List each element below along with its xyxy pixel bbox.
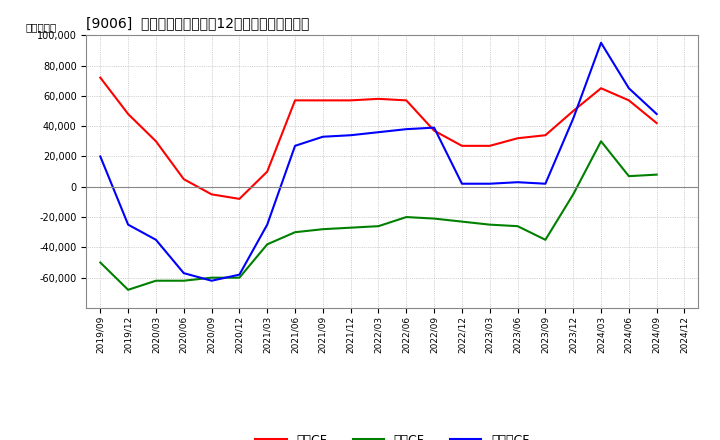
営業CF bbox=[402, 98, 410, 103]
投資CF bbox=[374, 224, 383, 229]
フリーCF bbox=[96, 154, 104, 159]
営業CF bbox=[569, 108, 577, 114]
投資CF bbox=[402, 214, 410, 220]
投資CF bbox=[291, 230, 300, 235]
フリーCF bbox=[485, 181, 494, 187]
投資CF bbox=[318, 227, 327, 232]
営業CF bbox=[207, 192, 216, 197]
営業CF bbox=[235, 196, 243, 202]
Text: [9006]  キャッシュフローの12か月移動合計の推移: [9006] キャッシュフローの12か月移動合計の推移 bbox=[86, 16, 310, 30]
投資CF bbox=[652, 172, 661, 177]
投資CF bbox=[346, 225, 355, 230]
営業CF bbox=[485, 143, 494, 148]
フリーCF bbox=[624, 86, 633, 91]
投資CF bbox=[152, 278, 161, 283]
Line: フリーCF: フリーCF bbox=[100, 43, 657, 281]
フリーCF bbox=[541, 181, 550, 187]
営業CF bbox=[597, 86, 606, 91]
フリーCF bbox=[597, 40, 606, 45]
フリーCF bbox=[291, 143, 300, 148]
Y-axis label: （百万円）: （百万円） bbox=[25, 22, 56, 33]
営業CF bbox=[624, 98, 633, 103]
営業CF bbox=[541, 132, 550, 138]
営業CF bbox=[346, 98, 355, 103]
営業CF bbox=[430, 128, 438, 133]
投資CF bbox=[458, 219, 467, 224]
投資CF bbox=[513, 224, 522, 229]
フリーCF bbox=[513, 180, 522, 185]
Line: 投資CF: 投資CF bbox=[100, 141, 657, 290]
営業CF bbox=[374, 96, 383, 102]
営業CF bbox=[152, 139, 161, 144]
営業CF bbox=[179, 176, 188, 182]
営業CF bbox=[652, 121, 661, 126]
営業CF bbox=[513, 136, 522, 141]
投資CF bbox=[124, 287, 132, 293]
投資CF bbox=[263, 242, 271, 247]
フリーCF bbox=[346, 132, 355, 138]
営業CF bbox=[291, 98, 300, 103]
フリーCF bbox=[263, 222, 271, 227]
投資CF bbox=[541, 237, 550, 242]
営業CF bbox=[458, 143, 467, 148]
フリーCF bbox=[207, 278, 216, 283]
投資CF bbox=[235, 275, 243, 280]
フリーCF bbox=[458, 181, 467, 187]
フリーCF bbox=[235, 272, 243, 277]
営業CF bbox=[263, 169, 271, 174]
投資CF bbox=[485, 222, 494, 227]
フリーCF bbox=[430, 125, 438, 130]
投資CF bbox=[179, 278, 188, 283]
投資CF bbox=[96, 260, 104, 265]
フリーCF bbox=[569, 116, 577, 121]
フリーCF bbox=[318, 134, 327, 139]
営業CF bbox=[124, 111, 132, 117]
営業CF bbox=[318, 98, 327, 103]
投資CF bbox=[207, 275, 216, 280]
フリーCF bbox=[402, 127, 410, 132]
Legend: 営業CF, 投資CF, フリーCF: 営業CF, 投資CF, フリーCF bbox=[251, 429, 534, 440]
フリーCF bbox=[124, 222, 132, 227]
Line: 営業CF: 営業CF bbox=[100, 77, 657, 199]
フリーCF bbox=[179, 271, 188, 276]
投資CF bbox=[624, 173, 633, 179]
投資CF bbox=[430, 216, 438, 221]
営業CF bbox=[96, 75, 104, 80]
フリーCF bbox=[152, 237, 161, 242]
フリーCF bbox=[374, 129, 383, 135]
投資CF bbox=[569, 192, 577, 197]
投資CF bbox=[597, 139, 606, 144]
フリーCF bbox=[652, 111, 661, 117]
